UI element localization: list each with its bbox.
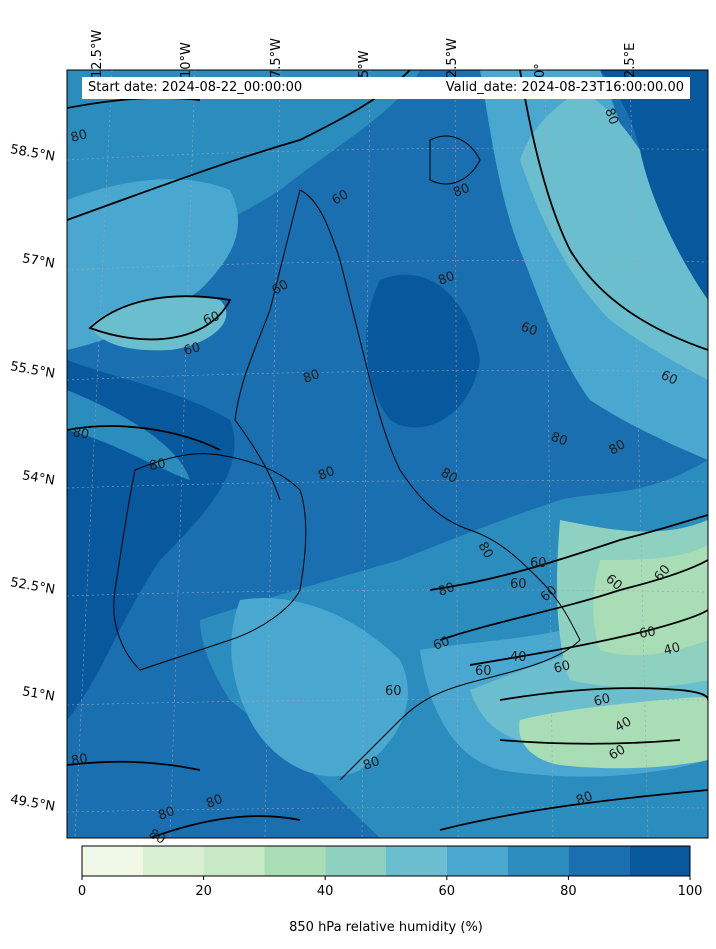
contour-label: 60 [431, 634, 452, 654]
contour-label: 60 [385, 684, 402, 699]
rh-band-60-70-southwest [231, 598, 408, 777]
humidity-field [67, 70, 708, 838]
start-date-label: Start date: 2024-08-22_00:00:00 [88, 80, 303, 95]
contour-label: 80 [475, 540, 496, 562]
contour-label: 80 [607, 437, 629, 458]
longitude-label: 10°W [179, 42, 194, 78]
contour-label: 80 [361, 754, 382, 774]
colorbar-tick-label: 80 [560, 884, 577, 899]
contour-label: 80 [436, 580, 457, 600]
valid-date-label: Valid_date: 2024-08-23T16:00:00.00 [445, 80, 684, 95]
contour-label: 80 [451, 181, 472, 201]
longitude-label: 0° [533, 63, 548, 78]
contour-label: 60 [330, 187, 352, 208]
contour-label: 60 [519, 320, 540, 340]
contour-label: 80 [301, 367, 322, 387]
colorbar-tick-label: 100 [677, 884, 703, 899]
colorbar-tick-label: 20 [195, 884, 212, 899]
longitude-label: 7.5°W [269, 37, 284, 78]
contour-lines [67, 70, 708, 838]
contour-label: 60 [607, 742, 629, 763]
longitude-label: 2.5°E [623, 42, 638, 78]
colorbar-tick-label: 0 [77, 884, 87, 899]
contour-label: 60 [658, 368, 679, 389]
rh-band-30-40-south [519, 697, 708, 769]
contour-label: 80 [549, 430, 570, 450]
colorbar-tick-label: 40 [316, 884, 334, 899]
longitude-label: 12.5°W [90, 29, 105, 78]
contour-label: 60 [638, 624, 657, 642]
contour-label: 80 [148, 456, 167, 474]
rh-band-60-70-west [67, 179, 239, 350]
longitude-label: 5°W [357, 50, 372, 78]
contour-label: 60 [201, 309, 222, 329]
contour-label: 80 [438, 465, 460, 486]
contour-label: 80 [146, 826, 168, 847]
contour-label: 60 [510, 577, 527, 592]
contour-label: 60 [182, 340, 202, 359]
rh-band-70-80-west [67, 390, 190, 480]
map-frame [66, 69, 709, 839]
contour-label: 60 [270, 277, 292, 298]
contour-label: 80 [71, 425, 90, 443]
coastlines [113, 135, 581, 781]
contour-label: 80 [316, 464, 337, 484]
contour-label: 80 [69, 127, 89, 146]
contour-label: 40 [613, 714, 635, 735]
contour-label: 80 [574, 789, 595, 809]
contour-label: 60 [552, 658, 572, 677]
rh-band-90-100-north [366, 274, 480, 428]
contour-label: 60 [475, 664, 492, 679]
contour-label: 80 [204, 792, 225, 812]
contour-label: 80 [436, 269, 457, 289]
contour-label: 80 [156, 804, 177, 824]
contour-label: 60 [530, 556, 547, 571]
contour-label: 80 [70, 751, 89, 769]
contour-label: 60 [592, 691, 612, 710]
rh-band-90-100-northeast [600, 70, 708, 300]
contour-label: 80 [601, 106, 621, 127]
colorbar-tick-label: 60 [438, 884, 456, 899]
rh-band-50-60-northeast [520, 90, 708, 380]
colorbar-label: 850 hPa relative humidity (%) [289, 920, 483, 935]
contour-label: 40 [662, 640, 682, 659]
longitude-label: 2.5°W [445, 37, 460, 78]
header-box: Start date: 2024-08-22_00:00:00 Valid_da… [82, 77, 690, 99]
graticule [67, 70, 708, 838]
contour-label: 40 [510, 650, 527, 665]
rh-band-90-100-west [67, 360, 235, 720]
